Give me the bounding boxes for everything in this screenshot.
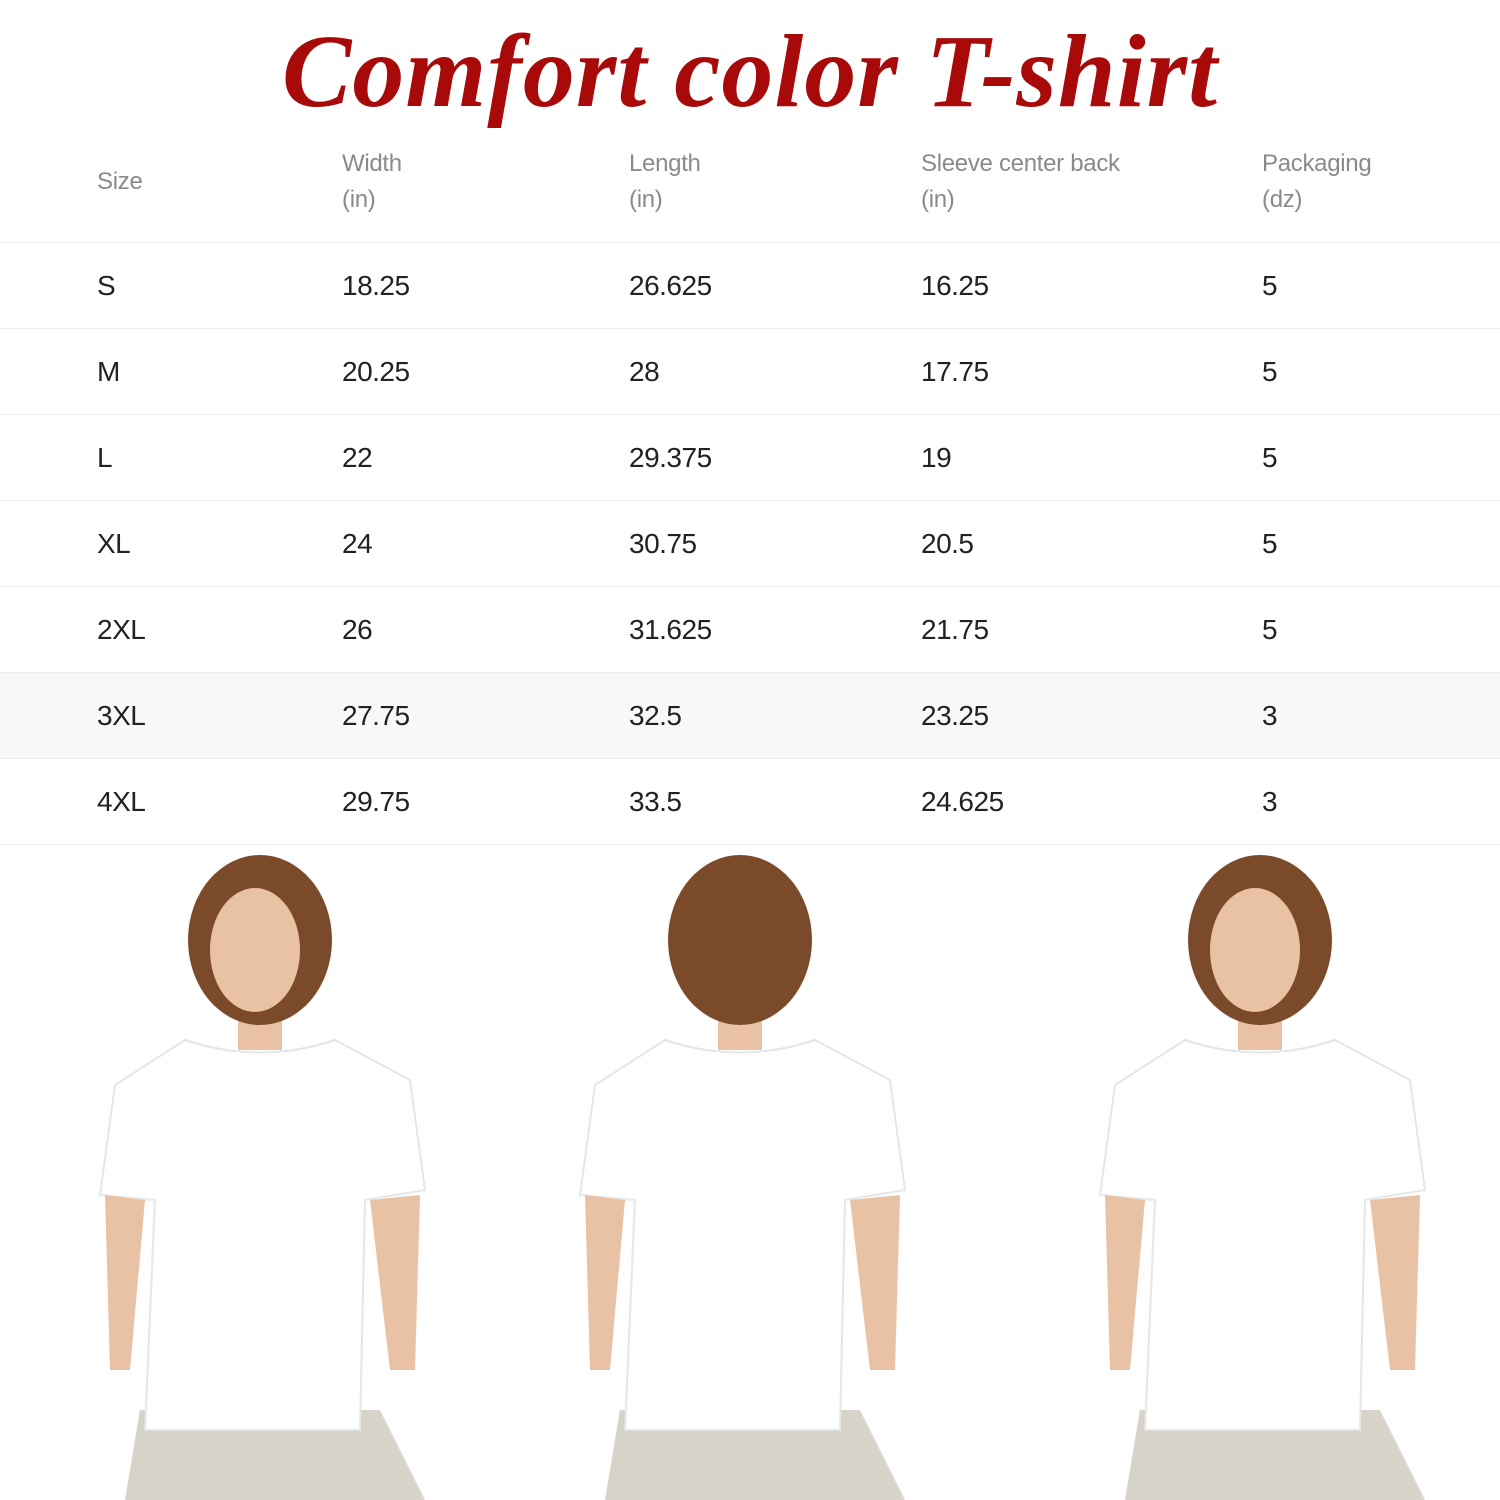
table-cell: 5	[1262, 527, 1278, 559]
table-cell: XL	[97, 527, 131, 559]
table-cell: 33.5	[629, 785, 682, 817]
table-cell: 3XL	[97, 699, 146, 731]
table-cell: 32.5	[629, 699, 682, 731]
table-cell: 3	[1262, 785, 1278, 817]
table-row: L 22 29.375 19 5	[0, 415, 1500, 501]
header-label: Width	[342, 150, 402, 177]
table-cell: 19	[921, 441, 952, 473]
table-row: 4XL 29.75 33.5 24.625 3	[0, 759, 1500, 845]
header-unit: (in)	[629, 186, 663, 213]
table-cell: 20.5	[921, 527, 974, 559]
model-back-photo	[578, 855, 907, 1500]
header-width: Width (in)	[342, 146, 402, 218]
table-cell: 26	[342, 613, 373, 645]
table-cell: 23.25	[921, 699, 989, 731]
header-unit: (in)	[342, 186, 376, 213]
table-cell: S	[97, 269, 116, 301]
header-size: Size	[97, 164, 143, 200]
table-cell: 29.375	[629, 441, 712, 473]
model-front-photo	[98, 855, 427, 1500]
table-cell: 22	[342, 441, 373, 473]
table-cell: 4XL	[97, 785, 146, 817]
table-cell: L	[97, 441, 113, 473]
page-title: Comfort color T-shirt	[282, 14, 1218, 129]
table-cell: 24	[342, 527, 373, 559]
table-cell: 5	[1262, 613, 1278, 645]
table-cell: 5	[1262, 355, 1278, 387]
header-label: Length	[629, 150, 701, 177]
table-cell: 27.75	[342, 699, 410, 731]
header-label: Packaging	[1262, 150, 1372, 177]
table-cell: 28	[629, 355, 660, 387]
table-cell: 2XL	[97, 613, 146, 645]
table-cell: 30.75	[629, 527, 697, 559]
table-row: S 18.25 26.625 16.25 5	[0, 243, 1500, 329]
table-cell: 16.25	[921, 269, 989, 301]
table-cell: 17.75	[921, 355, 989, 387]
table-row: 2XL 26 31.625 21.75 5	[0, 587, 1500, 673]
header-label: Sleeve center back	[921, 150, 1120, 177]
table-cell: 31.625	[629, 613, 712, 645]
table-cell: 24.625	[921, 785, 1004, 817]
header-packaging: Packaging (dz)	[1262, 146, 1372, 218]
table-row: M 20.25 28 17.75 5	[0, 329, 1500, 415]
header-unit: (in)	[921, 186, 955, 213]
table-cell: M	[97, 355, 120, 387]
header-length: Length (in)	[629, 146, 701, 218]
model-photos	[98, 855, 1427, 1500]
table-cell: 5	[1262, 269, 1278, 301]
model-side-photo	[1098, 855, 1427, 1500]
table-cell: 29.75	[342, 785, 410, 817]
header-sleeve: Sleeve center back (in)	[921, 146, 1120, 218]
table-row: XL 24 30.75 20.5 5	[0, 501, 1500, 587]
header-unit: (dz)	[1262, 186, 1303, 213]
table-cell: 26.625	[629, 269, 712, 301]
size-chart-table: Size Width (in) Length (in) Sleeve center …	[0, 140, 1500, 845]
table-header: Size Width (in) Length (in) Sleeve center …	[0, 140, 1500, 243]
table-cell: 21.75	[921, 613, 989, 645]
table-cell: 18.25	[342, 269, 410, 301]
header-label: Size	[97, 168, 143, 195]
table-row: 3XL 27.75 32.5 23.25 3	[0, 673, 1500, 759]
table-cell: 3	[1262, 699, 1278, 731]
table-cell: 5	[1262, 441, 1278, 473]
table-cell: 20.25	[342, 355, 410, 387]
